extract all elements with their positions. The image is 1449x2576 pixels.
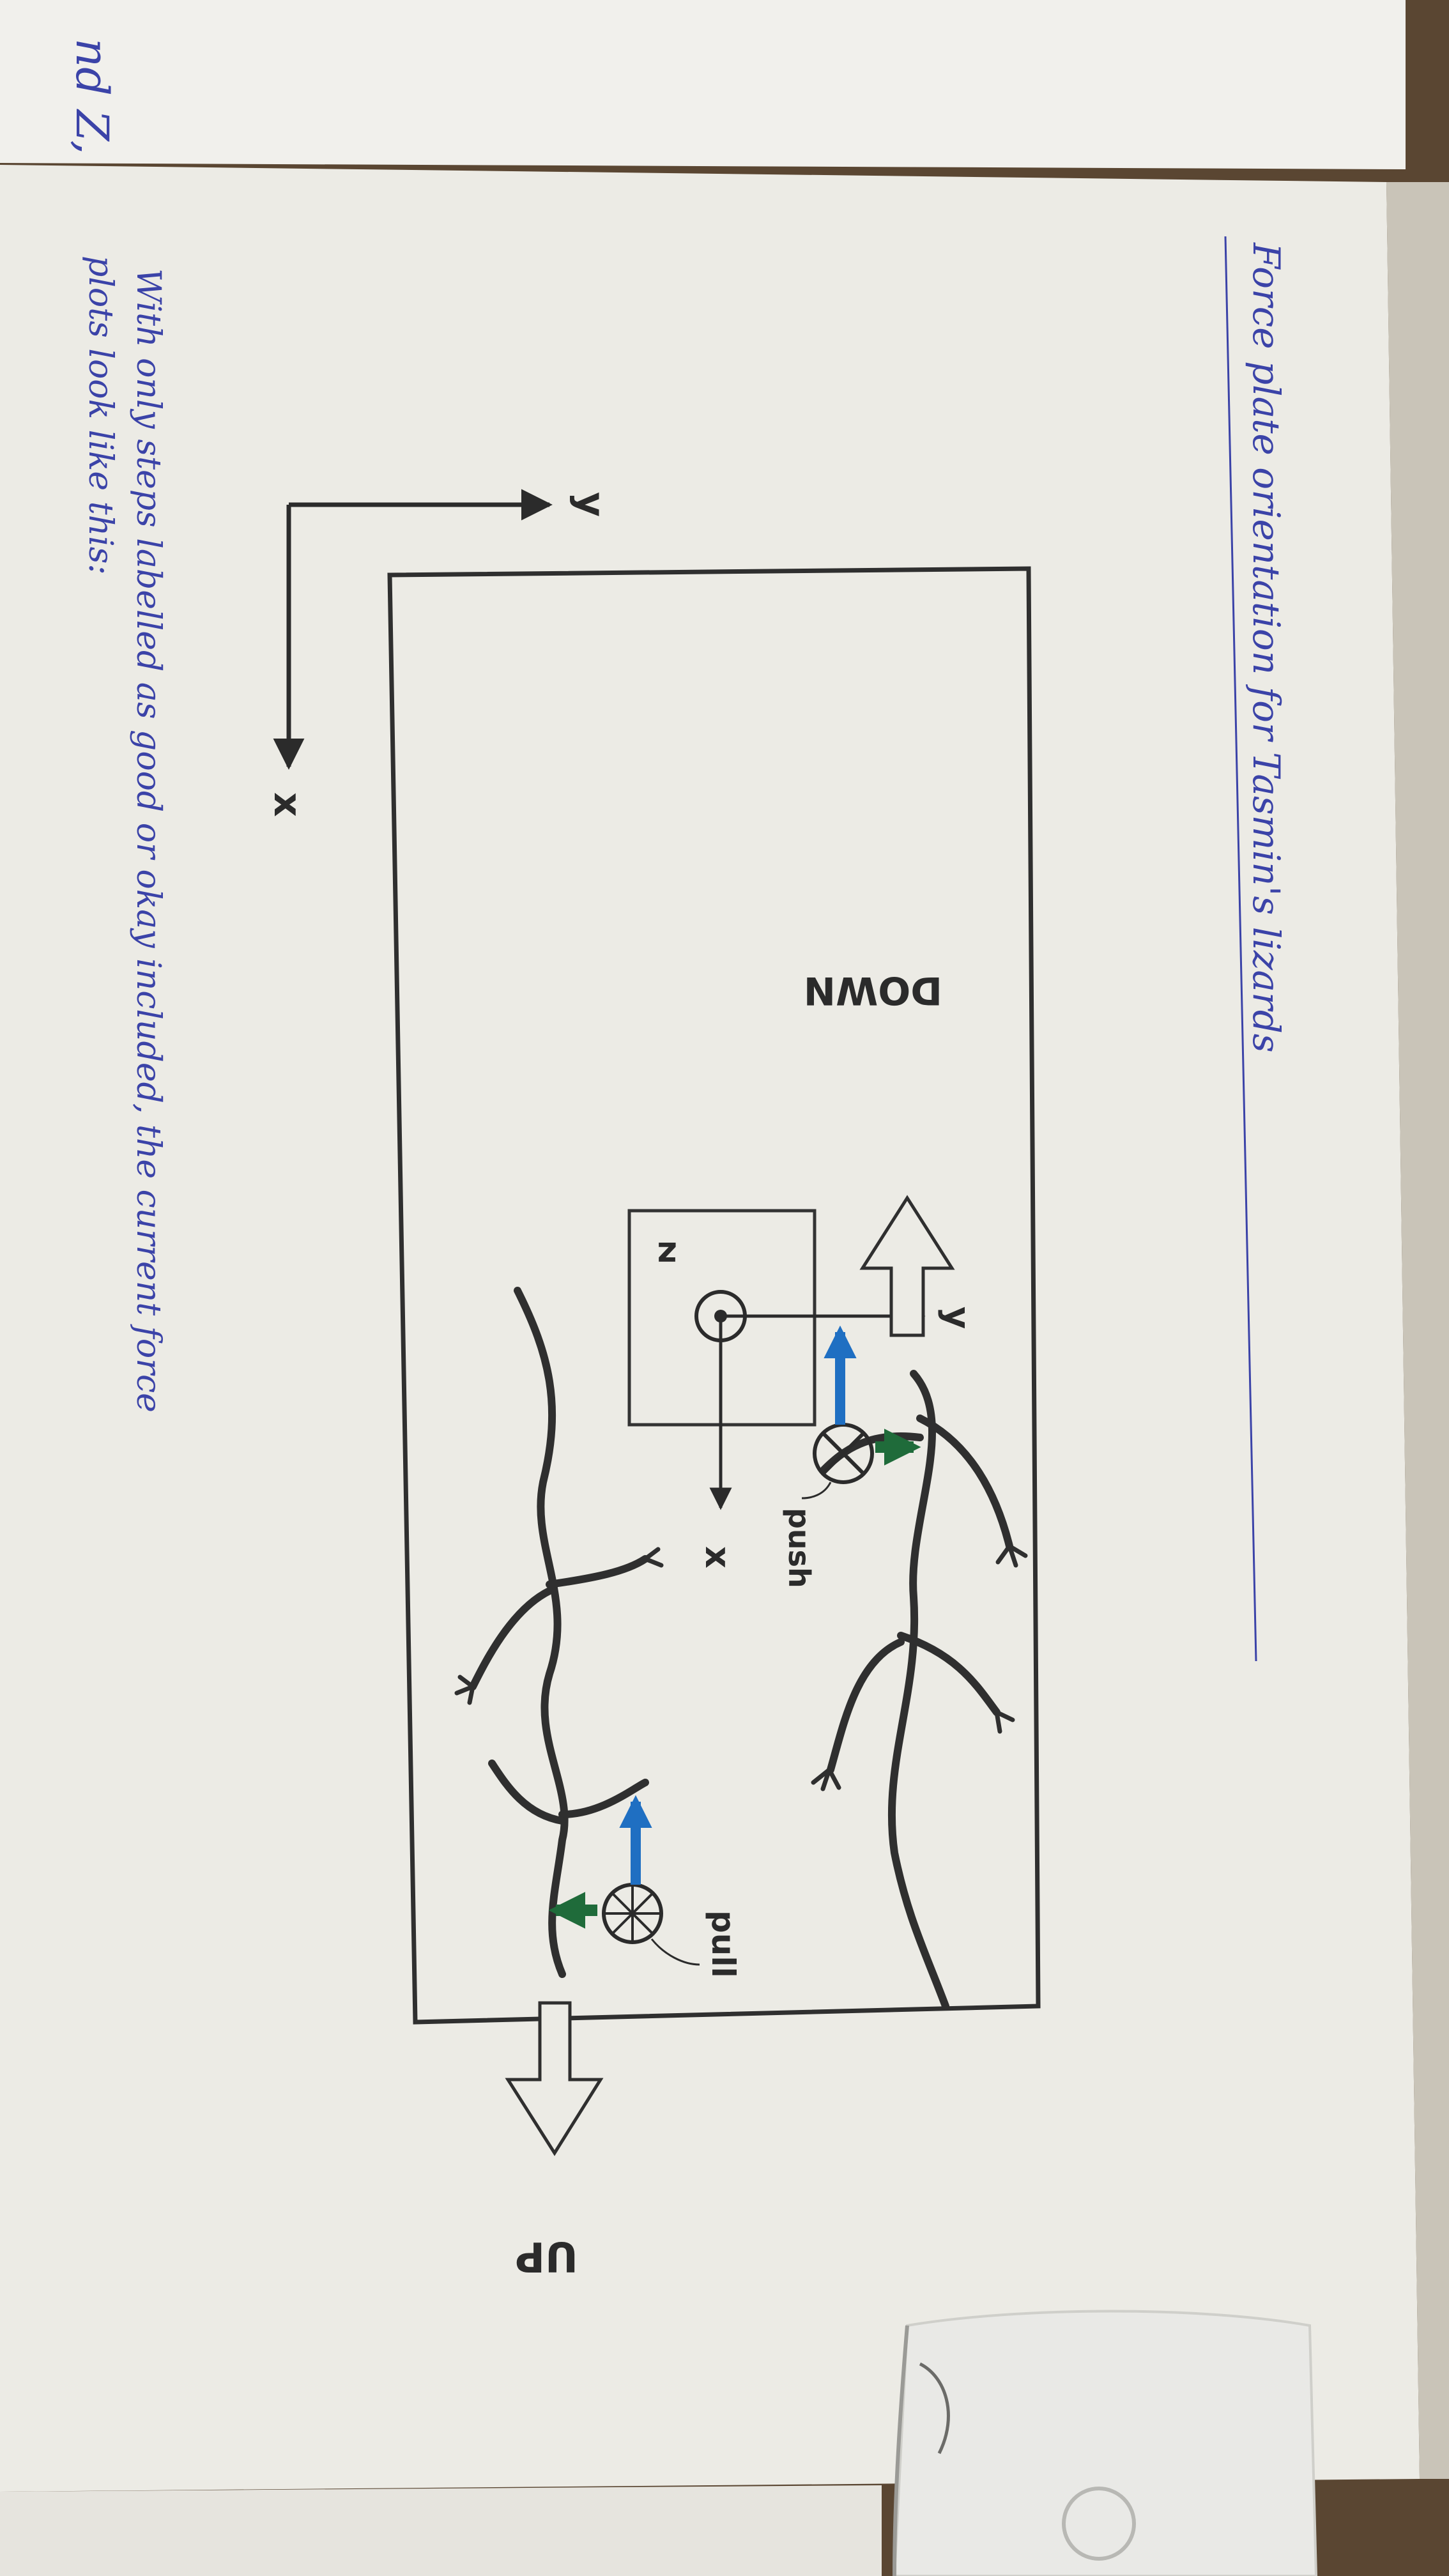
pull-marker: pull [548,1795,742,1978]
up-arrow: UP [505,2001,604,2280]
notebook-page [0,165,1420,2492]
push-label: push [782,1508,816,1588]
plate-axis-x-label: x [265,792,310,817]
plate-axes: y x [265,489,613,817]
page-title: Force plate orientation for Tasmin's liz… [1245,242,1288,1053]
lizard-icon [454,1287,664,1978]
previous-page-fragment: nd Z, [66,38,118,155]
sensor-axis-z-label: z [657,1234,677,1275]
sensor-box: z y x [627,1209,977,1568]
previous-page [0,0,1406,169]
lizard-icon [811,1370,1028,2010]
down-label: DOWN [804,968,942,1013]
page-edge-shadow [1386,182,1449,2479]
wheel-icon [602,1883,663,1944]
pull-label: pull [705,1910,742,1978]
plate-axis-y-label: y [569,492,613,517]
lower-page-strip [0,2485,882,2576]
note-line-1: With only steps labelled as good or okay… [129,268,167,1413]
sensor-axis-y-label: y [937,1307,977,1329]
force-plate-outline [387,566,1041,2025]
eraser-icon [893,2310,1318,2576]
up-label: UP [515,2232,578,2280]
note-line-2: plots look like this: [81,256,119,575]
title-underline [1224,236,1257,1662]
down-arrow: DOWN [804,968,955,1337]
sensor-axis-x-label: x [698,1546,738,1568]
push-marker: push [782,1325,921,1588]
